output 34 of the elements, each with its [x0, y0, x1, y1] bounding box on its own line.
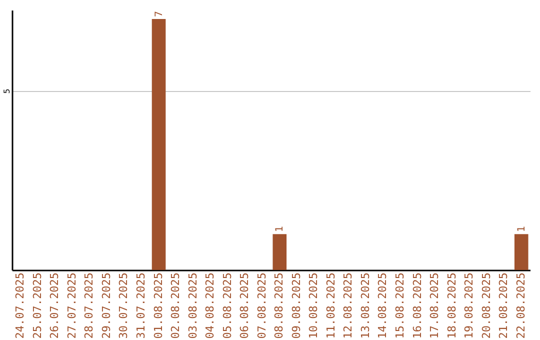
x-tick-label: 20.08.2025 [480, 272, 493, 339]
x-tick-label: 21.08.2025 [497, 272, 510, 339]
x-tick-label: 18.08.2025 [445, 272, 458, 339]
x-tick-label: 31.07.2025 [134, 272, 148, 339]
x-tick-label: 02.08.2025 [169, 272, 182, 339]
x-tick-label: 19.08.2025 [462, 272, 476, 339]
x-tick-label: 09.08.2025 [290, 272, 303, 339]
x-tick-label: 01.08.2025 [152, 272, 165, 339]
x-tick-label: 05.08.2025 [220, 272, 234, 339]
x-tick-label: 12.08.2025 [342, 272, 355, 339]
x-tick-label: 29.07.2025 [100, 272, 113, 339]
x-tick-label: 24.07.2025 [14, 272, 27, 339]
y-tick-label: 5 [2, 88, 12, 94]
x-tick-label: 27.07.2025 [65, 272, 78, 339]
x-tick-label: 06.08.2025 [238, 272, 252, 339]
x-tick-label: 25.07.2025 [30, 272, 44, 339]
x-tick-label: 30.07.2025 [117, 272, 130, 339]
x-tick-label: 28.07.2025 [82, 272, 96, 339]
data-label: 1 [516, 226, 528, 232]
x-tick-label: 15.08.2025 [394, 272, 406, 339]
x-tick-label: 16.08.2025 [410, 272, 424, 339]
x-tick-label: 04.08.2025 [204, 272, 217, 339]
x-tick-label: 11.08.2025 [324, 272, 338, 339]
x-tick-label: 07.08.2025 [255, 272, 268, 339]
x-tick-label: 17.08.2025 [428, 272, 442, 339]
x-tick-label: 14.08.2025 [376, 272, 390, 339]
data-label: 7 [154, 10, 165, 17]
x-tick-label: 08.08.2025 [272, 272, 286, 339]
data-label: 1 [274, 226, 286, 232]
x-tick-label: 03.08.2025 [186, 272, 200, 339]
x-tick-label: 22.08.2025 [514, 272, 528, 339]
x-tick-label: 10.08.2025 [307, 272, 320, 339]
x-tick-label: 26.07.2025 [48, 272, 62, 339]
x-tick-label: 13.08.2025 [358, 272, 372, 339]
